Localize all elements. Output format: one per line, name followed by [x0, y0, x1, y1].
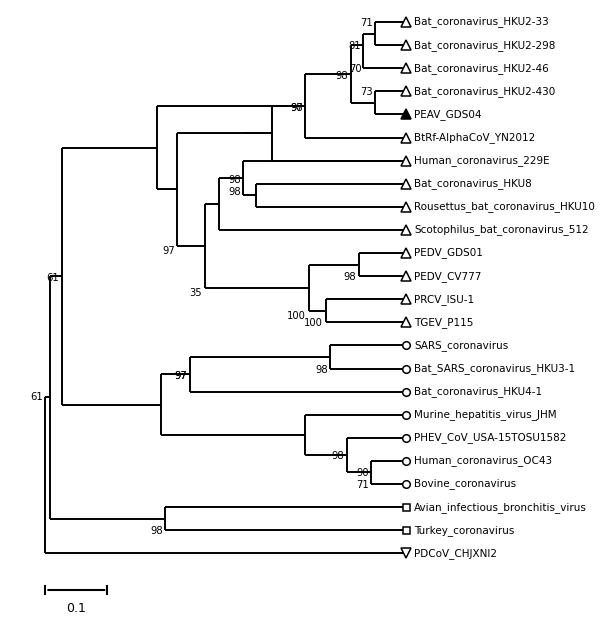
- Text: 61: 61: [30, 392, 43, 402]
- Text: PEDV_CV777: PEDV_CV777: [414, 271, 482, 282]
- Text: 71: 71: [360, 18, 373, 28]
- Text: 97: 97: [290, 103, 303, 113]
- Text: Bat_coronavirus_HKU2-298: Bat_coronavirus_HKU2-298: [414, 40, 556, 51]
- Text: Bat_coronavirus_HKU8: Bat_coronavirus_HKU8: [414, 178, 532, 189]
- Text: PEAV_GDS04: PEAV_GDS04: [414, 109, 482, 120]
- Text: 35: 35: [190, 288, 202, 298]
- Text: Bat_SARS_coronavirus_HKU3-1: Bat_SARS_coronavirus_HKU3-1: [414, 363, 575, 374]
- Text: 97: 97: [175, 371, 187, 381]
- Text: Bat_coronavirus_HKU2-33: Bat_coronavirus_HKU2-33: [414, 17, 549, 27]
- Text: Human_coronavirus_229E: Human_coronavirus_229E: [414, 155, 550, 166]
- Text: 100: 100: [304, 318, 323, 328]
- Text: 100: 100: [287, 311, 306, 321]
- Text: Bat_coronavirus_HKU4-1: Bat_coronavirus_HKU4-1: [414, 386, 542, 397]
- Text: Avian_infectious_bronchitis_virus: Avian_infectious_bronchitis_virus: [414, 501, 587, 513]
- Text: Human_coronavirus_OC43: Human_coronavirus_OC43: [414, 456, 553, 466]
- Text: 71: 71: [356, 480, 369, 490]
- Text: 81: 81: [348, 41, 361, 51]
- Text: 98: 98: [290, 103, 303, 113]
- Text: Rousettus_bat_coronavirus_HKU10: Rousettus_bat_coronavirus_HKU10: [414, 201, 595, 212]
- Text: PEDV_GDS01: PEDV_GDS01: [414, 248, 483, 259]
- Text: 98: 98: [150, 526, 163, 536]
- Text: 97: 97: [175, 371, 187, 381]
- Text: Scotophilus_bat_coronavirus_512: Scotophilus_bat_coronavirus_512: [414, 225, 589, 235]
- Text: 73: 73: [361, 87, 373, 97]
- Text: 0.1: 0.1: [67, 602, 86, 615]
- Text: 70: 70: [349, 64, 361, 74]
- Text: PRCV_ISU-1: PRCV_ISU-1: [414, 294, 475, 305]
- Text: 98: 98: [229, 175, 241, 185]
- Text: 98: 98: [229, 187, 241, 197]
- Text: Bat_coronavirus_HKU2-46: Bat_coronavirus_HKU2-46: [414, 63, 549, 74]
- Text: 61: 61: [47, 273, 59, 283]
- Text: 98: 98: [331, 451, 344, 461]
- Text: PHEV_CoV_USA-15TOSU1582: PHEV_CoV_USA-15TOSU1582: [414, 432, 566, 443]
- Text: 97: 97: [162, 246, 175, 256]
- Text: BtRf-AlphaCoV_YN2012: BtRf-AlphaCoV_YN2012: [414, 132, 535, 143]
- Text: Bovine_coronavirus: Bovine_coronavirus: [414, 478, 517, 490]
- Text: Bat_coronavirus_HKU2-430: Bat_coronavirus_HKU2-430: [414, 86, 556, 97]
- Text: PDCoV_CHJXNI2: PDCoV_CHJXNI2: [414, 548, 497, 559]
- Text: 98: 98: [335, 71, 348, 81]
- Text: 90: 90: [356, 469, 369, 478]
- Text: 98: 98: [315, 365, 328, 374]
- Text: Murine_hepatitis_virus_JHM: Murine_hepatitis_virus_JHM: [414, 409, 557, 420]
- Text: TGEV_P115: TGEV_P115: [414, 317, 473, 327]
- Text: SARS_coronavirus: SARS_coronavirus: [414, 340, 508, 351]
- Text: 98: 98: [344, 272, 356, 282]
- Text: Turkey_coronavirus: Turkey_coronavirus: [414, 525, 515, 535]
